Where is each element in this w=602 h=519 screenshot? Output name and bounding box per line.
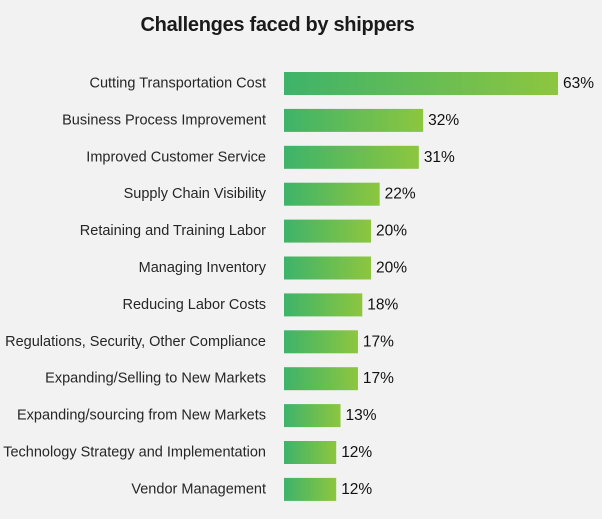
category-label: Regulations, Security, Other Compliance: [5, 334, 266, 350]
category-label: Retaining and Training Labor: [80, 223, 266, 239]
value-label: 18%: [367, 296, 398, 313]
value-label: 20%: [376, 223, 407, 240]
bar: [284, 441, 337, 464]
value-label: 12%: [341, 444, 372, 461]
value-label: 17%: [363, 370, 394, 387]
bar: [284, 72, 558, 95]
category-label: Expanding/Selling to New Markets: [45, 371, 266, 387]
bar: [284, 367, 358, 391]
bar: [284, 477, 337, 501]
category-label: Improved Customer Service: [86, 149, 266, 165]
bar: [284, 256, 371, 280]
bar: [284, 219, 371, 243]
value-label: 17%: [363, 333, 394, 350]
bar: [284, 404, 341, 428]
value-label: 32%: [428, 112, 459, 129]
category-label: Technology Strategy and Implementation: [3, 445, 266, 461]
category-label: Reducing Labor Costs: [123, 297, 266, 313]
value-label: 20%: [376, 260, 407, 277]
category-label: Vendor Management: [131, 481, 266, 497]
bar: [284, 293, 363, 317]
category-label: Expanding/sourcing from New Markets: [17, 408, 266, 424]
category-label: Managing Inventory: [139, 260, 267, 276]
chart-title: Challenges faced by shippers: [140, 14, 415, 36]
category-label: Supply Chain Visibility: [124, 186, 267, 202]
bar: [284, 182, 380, 206]
category-label: Business Process Improvement: [62, 112, 266, 128]
bars-group: Cutting Transportation Cost 63% Business P…: [3, 72, 594, 501]
bar: [284, 330, 358, 354]
value-label: 63%: [563, 75, 594, 92]
value-label: 13%: [346, 407, 377, 424]
value-label: 12%: [341, 481, 372, 498]
category-label: Cutting Transportation Cost: [89, 76, 266, 92]
value-label: 22%: [385, 186, 416, 203]
value-label: 31%: [424, 149, 455, 166]
bar: [284, 108, 424, 132]
bar: [284, 145, 419, 169]
